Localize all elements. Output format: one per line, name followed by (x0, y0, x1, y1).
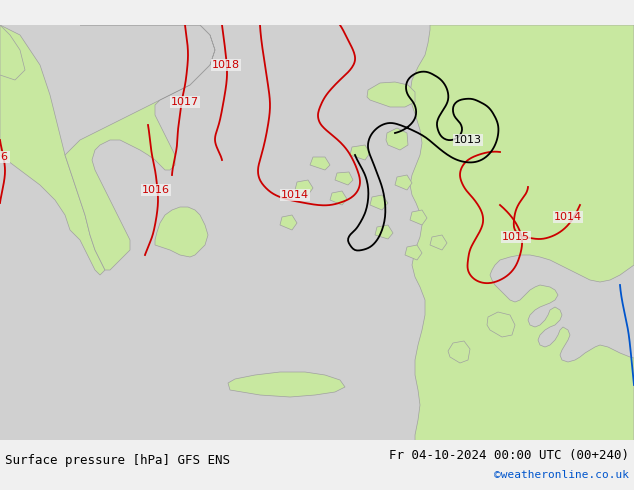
Polygon shape (330, 191, 347, 205)
Polygon shape (310, 157, 330, 170)
Text: 1018: 1018 (212, 60, 240, 70)
Polygon shape (375, 225, 393, 239)
Text: Fr 04-10-2024 00:00 UTC (00+240): Fr 04-10-2024 00:00 UTC (00+240) (389, 448, 629, 462)
Polygon shape (0, 25, 634, 465)
Text: 1016: 1016 (142, 185, 170, 195)
Text: 1015: 1015 (502, 232, 530, 242)
Polygon shape (295, 180, 313, 195)
Polygon shape (0, 25, 105, 275)
Polygon shape (370, 195, 388, 210)
Polygon shape (410, 210, 427, 225)
Polygon shape (405, 245, 422, 260)
Polygon shape (0, 25, 25, 80)
Text: Surface pressure [hPa] GFS ENS: Surface pressure [hPa] GFS ENS (5, 454, 230, 466)
Polygon shape (448, 341, 470, 363)
Polygon shape (350, 145, 370, 160)
Text: 1014: 1014 (554, 212, 582, 222)
Polygon shape (395, 175, 412, 190)
Text: 1016: 1016 (0, 152, 9, 162)
Text: 1014: 1014 (281, 190, 309, 200)
Polygon shape (228, 372, 345, 397)
Polygon shape (386, 128, 408, 150)
Polygon shape (155, 207, 208, 257)
Polygon shape (65, 25, 215, 270)
Polygon shape (335, 172, 353, 185)
Polygon shape (367, 82, 415, 107)
Text: 1017: 1017 (171, 97, 199, 107)
Polygon shape (410, 25, 634, 465)
Text: ©weatheronline.co.uk: ©weatheronline.co.uk (494, 470, 629, 480)
Polygon shape (0, 440, 634, 490)
Text: 1013: 1013 (454, 135, 482, 145)
Polygon shape (280, 215, 297, 230)
Polygon shape (487, 312, 515, 337)
Polygon shape (430, 235, 447, 250)
